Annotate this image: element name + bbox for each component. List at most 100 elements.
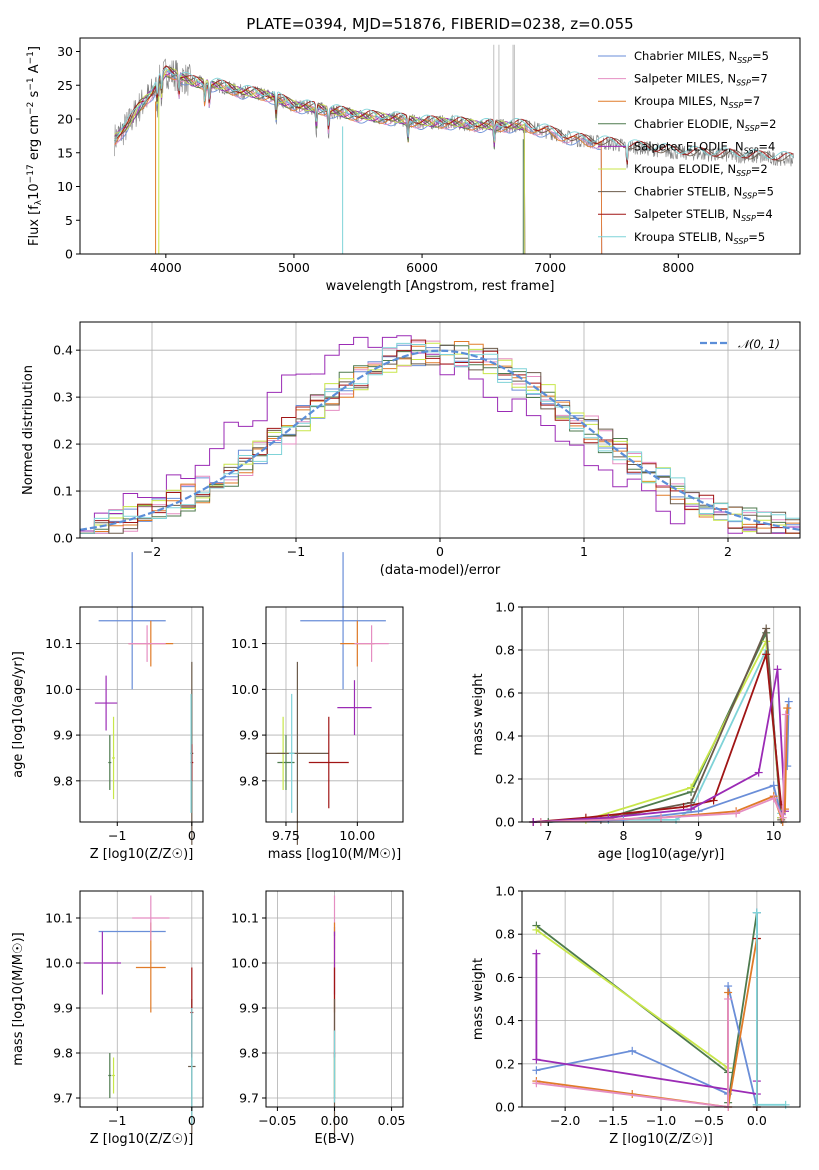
y-tick-label: 10.1 [231,911,259,926]
x-axis-label: Z [log10(Z/Z☉)] [609,1132,713,1147]
x-tick-label: 1 [580,544,588,559]
x-tick-label: 0.00 [321,1113,349,1128]
x-tick-label: 10.00 [339,828,375,843]
axes-frame [79,890,204,1108]
y-tick-label: 10.0 [231,682,259,697]
y-tick-label: 0.0 [495,815,515,830]
legend-label: Kroupa ELODIE, NSSP=2 [634,162,768,178]
y-tick-label: 0.4 [53,343,73,358]
x-tick-label: 0.0 [747,1113,767,1128]
x-tick-label: −1.5 [598,1113,628,1128]
residual-histogram-panel: −2 −1 0 1 2 0.0 0.1 0.2 0.3 0.4 (data-model)/error… [21,321,801,578]
y-tick-label: 0.0 [53,531,73,546]
chabrier-miles-model-line [114,70,603,255]
y-tick-label: 0.1 [53,484,73,499]
y-axis-label: mass [log10(M/M☉)] [11,932,26,1065]
axes-frame [79,606,204,823]
x-axis-label: mass [log10(M/M☉)] [268,847,401,862]
x-tick-label: 9 [695,828,703,843]
x-tick-label: −2.0 [550,1113,580,1128]
y-tick-label: 0.3 [53,390,73,405]
y-tick-label: 10.1 [45,636,73,651]
age-vs-mass-panel: 9.75 10.00 9.8 9.9 10.0 10.1 mass [log10(M/M☉)… [231,552,404,862]
y-tick-label: 9.9 [239,1001,259,1016]
chabrier-elodie-weight-line [533,629,783,823]
y-axis-label: age [log10(age/yr)] [11,651,26,778]
legend-label: Salpeter STELIB, NSSP=4 [634,207,773,223]
y-tick-label: 0.2 [495,1056,515,1071]
y-tick-label: 0.6 [495,970,515,985]
x-tick-label: 4000 [150,260,182,275]
kroupa-elodie-model-line [114,68,526,255]
legend-label: 𝒩(0, 1) [738,337,780,351]
x-tick-label: −0.5 [694,1113,724,1128]
x-tick-label: 7 [544,828,552,843]
legend-label: Chabrier ELODIE, NSSP=2 [634,117,776,133]
y-tick-label: 0.4 [495,1013,515,1028]
x-tick-label: −0.05 [258,1113,296,1128]
salpeter-elodie-model-line [114,70,526,255]
x-tick-label: 0 [188,1113,196,1128]
salpeter-miles-weight-line [540,714,787,823]
legend-label: Chabrier STELIB, NSSP=5 [634,185,774,201]
y-tick-label: 0.2 [53,437,73,452]
normal-distribution-curve [79,349,801,531]
x-tick-label: 7000 [534,260,566,275]
y-tick-label: 9.9 [53,1001,73,1016]
kroupa-miles-model-line [114,73,603,255]
y-tick-label: 0.4 [495,729,515,744]
figure-title: PLATE=0394, MJD=51876, FIBERID=0238, z=0… [246,15,633,33]
x-axis-label: age [log10(age/yr)] [598,847,725,862]
y-tick-label: 10 [57,179,73,194]
x-tick-label: −1 [108,1113,126,1128]
x-tick-label: −1.0 [646,1113,676,1128]
y-tick-label: 9.9 [53,728,73,743]
y-tick-label: 9.7 [239,1091,259,1106]
y-tick-label: 10.0 [231,956,259,971]
chabrier-elodie-model-line [114,72,526,255]
axes-frame [265,606,404,823]
y-tick-label: 1.0 [495,600,515,615]
y-tick-label: 9.9 [239,728,259,743]
salpeter-stelib-histogram [80,339,800,534]
kroupa-stelib-model-line [114,67,794,161]
legend-label: Chabrier MILES, NSSP=5 [634,49,769,65]
y-tick-label: 0 [65,247,73,262]
salpeter-miles-model-line [114,70,603,255]
x-tick-label: −1 [108,828,126,843]
mass-vs-metallicity-panel: −1 0 9.7 9.8 9.9 10.0 10.1 Z [log10(Z/Z☉)] mass … [11,890,204,1147]
chabrier-stelib-model-line [114,66,794,165]
axes-frame [521,606,801,823]
y-tick-label: 5 [65,213,73,228]
y-tick-label: 30 [57,44,73,59]
x-tick-label: 5000 [278,260,310,275]
y-tick-label: 0.8 [495,643,515,658]
y-tick-label: 0.2 [495,772,515,787]
y-tick-label: 0.6 [495,686,515,701]
x-tick-label: 8000 [662,260,694,275]
y-tick-label: 9.8 [53,1046,73,1061]
legend-label: Salpeter MILES, NSSP=7 [634,72,768,88]
y-tick-label: 0.8 [495,927,515,942]
x-axis-label: E(B-V) [314,1132,354,1147]
legend-label: Salpeter ELODIE, NSSP=4 [634,139,775,155]
x-tick-label: 10 [766,828,782,843]
x-axis-label: Z [log10(Z/Z☉)] [90,1132,194,1147]
salpeter-elodie-weight-line [535,953,758,1096]
y-tick-label: 9.8 [239,1046,259,1061]
y-tick-label: 10.1 [231,636,259,651]
spectrum-legend: Chabrier MILES, NSSP=5 Salpeter MILES, NS… [598,49,776,246]
mass-weight-vs-age-panel: 7 8 9 10 0.0 0.2 0.4 0.6 0.8 1.0 age [log10(age/yr… [471,600,801,862]
x-tick-label: 0.05 [378,1113,406,1128]
salpeter-stelib-model-line [114,65,794,165]
y-tick-label: 25 [57,78,73,93]
y-tick-label: 0.0 [495,1100,515,1115]
chabrier-stelib-histogram [80,344,800,534]
legend-label: Kroupa STELIB, NSSP=5 [634,230,765,246]
y-tick-label: 10.1 [45,911,73,926]
y-axis-label: Flux [fλ10−17 erg cm−2 s−1 A−1] [26,46,44,246]
axes-frame [79,37,801,255]
salpeter-elodie-weight-line [533,669,786,823]
kroupa-stelib-histogram [80,342,800,534]
